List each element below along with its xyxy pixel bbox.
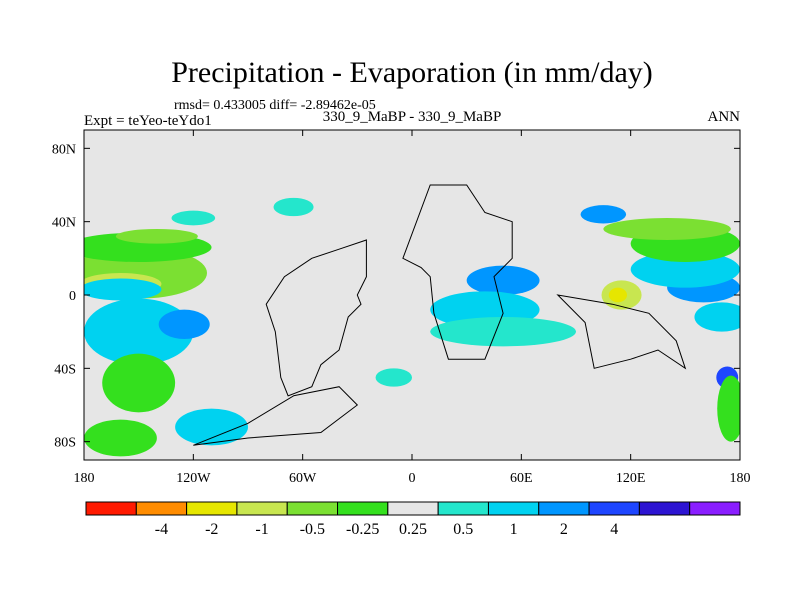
x-tick-label: 180 — [730, 471, 751, 486]
pme-region — [717, 375, 740, 442]
land-outline — [556, 294, 687, 370]
case-label: 330_9_MaBP - 330_9_MaBP — [323, 109, 502, 125]
pme-region — [694, 302, 740, 332]
pme-region — [175, 408, 248, 446]
pme-region — [84, 278, 162, 301]
y-tick-label: 80N — [52, 142, 76, 157]
colorbar-swatch — [487, 501, 540, 516]
colorbar-label: -0.5 — [300, 521, 325, 538]
colorbar-swatch — [337, 501, 389, 516]
pme-region — [158, 309, 210, 340]
pme-region — [273, 197, 314, 217]
colorbar-swatch — [236, 501, 288, 516]
colorbar-swatch — [437, 501, 489, 516]
colorbar-swatch — [387, 501, 439, 516]
colorbar-label: -2 — [205, 521, 218, 538]
colorbar-label: -0.25 — [346, 521, 379, 538]
colorbar-label: -4 — [155, 521, 168, 538]
x-tick-label: 180 — [74, 471, 95, 486]
pme-region — [102, 353, 176, 413]
y-tick-label: 40N — [52, 216, 76, 231]
pme-region — [603, 218, 731, 240]
stats-label: rmsd= 0.433005 diff= -2.89462e-05 — [174, 98, 376, 113]
colorbar-label: 1 — [510, 521, 518, 538]
x-tick-label: 120W — [176, 471, 211, 486]
colorbar-label: 4 — [610, 521, 618, 538]
x-tick-label: 60E — [510, 471, 533, 486]
y-tick-label: 40S — [54, 362, 76, 377]
pme-region — [115, 229, 198, 244]
pme-region — [580, 205, 627, 224]
land-outline — [402, 184, 513, 360]
map-plot-area — [84, 130, 740, 460]
pme-region — [430, 317, 576, 347]
pme-region — [608, 287, 628, 303]
colorbar-label: 0.5 — [453, 521, 473, 538]
colorbar-swatch — [85, 501, 137, 516]
chart-title: Precipitation - Evaporation (in mm/day) — [171, 56, 653, 89]
y-tick-label: 80S — [54, 436, 76, 451]
y-tick-label: 0 — [69, 289, 76, 304]
colorbar-label: 0.25 — [399, 521, 427, 538]
expt-label: Expt = teYeo-teYdo1 — [84, 113, 212, 129]
colorbar-swatch — [135, 501, 188, 516]
colorbar-swatch — [689, 501, 741, 516]
colorbar-swatch — [638, 501, 691, 516]
colorbar-swatch — [286, 501, 339, 516]
colorbar: -4 -2 -1 -0.5 -0.25 0.25 0.5 1 2 4 — [85, 501, 741, 538]
land-outline — [265, 239, 367, 397]
x-tick-label: 0 — [409, 471, 416, 486]
pme-region — [630, 251, 740, 288]
season-label: ANN — [708, 109, 741, 125]
colorbar-label: 2 — [560, 521, 568, 538]
map-axes: 180 120W 60W 0 60E 120E 180 80N 40N 0 40S 80S — [52, 129, 751, 486]
colorbar-label: -1 — [255, 521, 268, 538]
land-outline — [193, 386, 359, 446]
colorbar-swatch — [588, 501, 640, 516]
pme-region — [84, 419, 157, 457]
pme-region — [171, 210, 216, 226]
pme-region — [375, 368, 412, 387]
colorbar-swatch — [186, 501, 238, 516]
pme-region — [466, 265, 540, 296]
x-tick-label: 120E — [616, 471, 646, 486]
colorbar-swatch — [538, 501, 590, 516]
x-tick-label: 60W — [289, 471, 317, 486]
